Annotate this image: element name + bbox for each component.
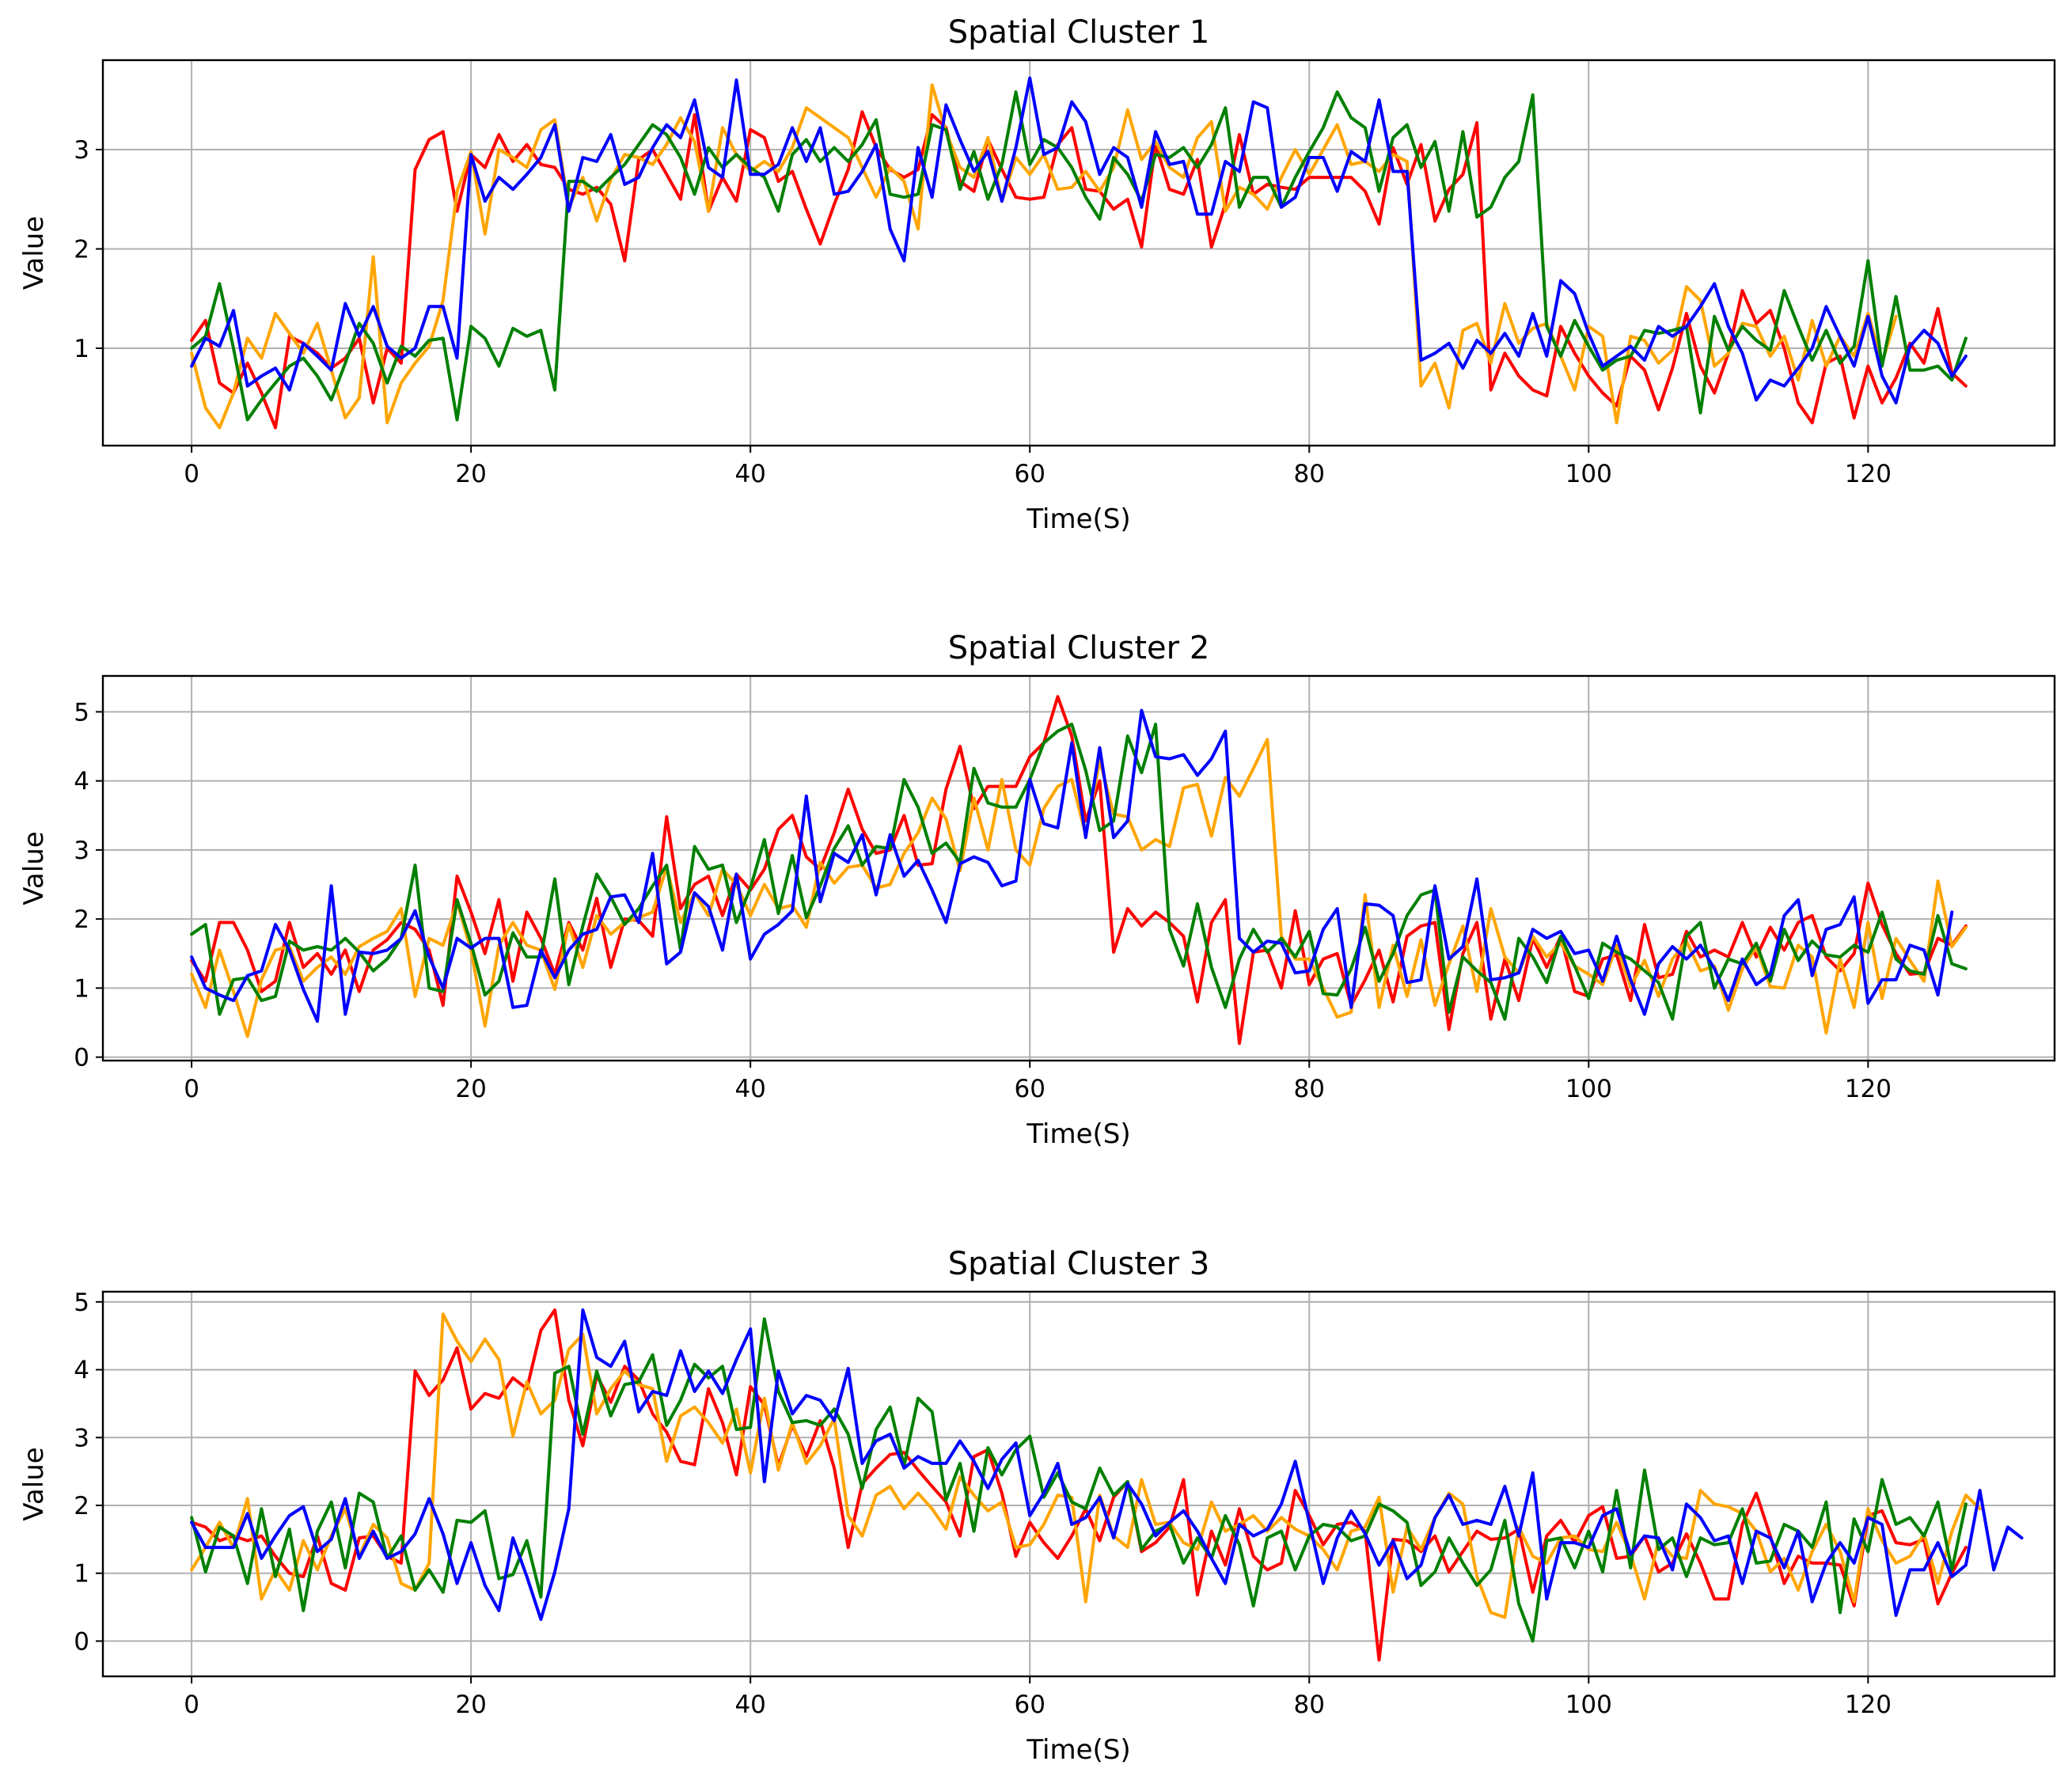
x-tick-label: 100 [1565, 1075, 1612, 1103]
y-tick-label: 1 [74, 974, 89, 1003]
series-line-blue [190, 708, 1954, 1023]
x-tick-label: 100 [1565, 460, 1612, 488]
axes-frame [101, 1290, 2056, 1678]
series-line-blue [190, 1308, 2024, 1621]
x-tick-label: 0 [184, 1691, 199, 1719]
y-tick-label: 3 [74, 136, 89, 165]
axes-frame [101, 674, 2056, 1062]
x-tick-label: 60 [1014, 1075, 1045, 1103]
y-tick-label: 1 [74, 1560, 89, 1589]
series-line-red [190, 110, 1968, 430]
x-axis-label: Time(S) [1026, 1118, 1130, 1150]
series-line-green [190, 90, 1968, 422]
y-tick-label: 0 [74, 1044, 89, 1072]
x-tick-label: 60 [1014, 460, 1045, 488]
subplot-title: Spatial Cluster 3 [948, 1246, 1210, 1282]
subplot-title: Spatial Cluster 2 [948, 630, 1210, 666]
y-tick-label: 5 [74, 698, 89, 727]
x-tick-label: 0 [184, 460, 199, 488]
series-line-green [190, 1317, 1968, 1643]
y-tick-label: 1 [74, 335, 89, 363]
x-tick-label: 120 [1845, 1075, 1892, 1103]
series-line-red [190, 695, 1968, 1046]
x-tick-label: 80 [1294, 1075, 1325, 1103]
y-tick-label: 3 [74, 1424, 89, 1452]
y-tick-label: 2 [74, 1492, 89, 1520]
x-tick-label: 60 [1014, 1691, 1045, 1719]
x-tick-label: 40 [734, 1691, 765, 1719]
y-tick-label: 4 [74, 1357, 89, 1385]
x-tick-label: 120 [1845, 460, 1892, 488]
y-axis-label: Value [18, 216, 50, 290]
y-axis-label: Value [18, 831, 50, 905]
y-tick-label: 5 [74, 1289, 89, 1317]
subplot-3: 0 20 40 60 80 100 120 0 1 2 3 4 5 Spatial Cluster 3 Ti… [18, 1246, 2056, 1766]
y-tick-label: 3 [74, 837, 89, 865]
series-line-orange [190, 83, 1898, 430]
x-axis-label: Time(S) [1026, 503, 1130, 535]
axes-frame [101, 59, 2056, 447]
series-line-orange [190, 738, 1968, 1038]
series-line-red [190, 1308, 1968, 1662]
x-tick-label: 80 [1294, 1691, 1325, 1719]
subplot-title: Spatial Cluster 1 [948, 14, 1210, 51]
series-line-orange [190, 1312, 1982, 1619]
y-axis-label: Value [18, 1447, 50, 1520]
x-tick-label: 40 [734, 460, 765, 488]
series-line-blue [190, 76, 1968, 404]
x-tick-label: 20 [455, 460, 486, 488]
x-tick-label: 20 [455, 1691, 486, 1719]
subplot-1: 0 20 40 60 80 100 120 1 2 3 Spatial Cluster 1 Time(… [18, 14, 2056, 535]
y-tick-label: 2 [74, 235, 89, 264]
x-tick-label: 0 [184, 1075, 199, 1103]
x-tick-label: 100 [1565, 1691, 1612, 1719]
y-tick-label: 4 [74, 768, 89, 796]
x-tick-label: 20 [455, 1075, 486, 1103]
subplot-2: 0 20 40 60 80 100 120 0 1 2 3 4 5 Spatial Cluster 2 Ti… [18, 630, 2056, 1150]
x-tick-label: 120 [1845, 1691, 1892, 1719]
x-tick-label: 40 [734, 1075, 765, 1103]
x-tick-label: 80 [1294, 460, 1325, 488]
series-line-green [190, 723, 1968, 1021]
y-tick-label: 0 [74, 1627, 89, 1656]
y-tick-label: 2 [74, 905, 89, 934]
x-axis-label: Time(S) [1026, 1734, 1130, 1766]
